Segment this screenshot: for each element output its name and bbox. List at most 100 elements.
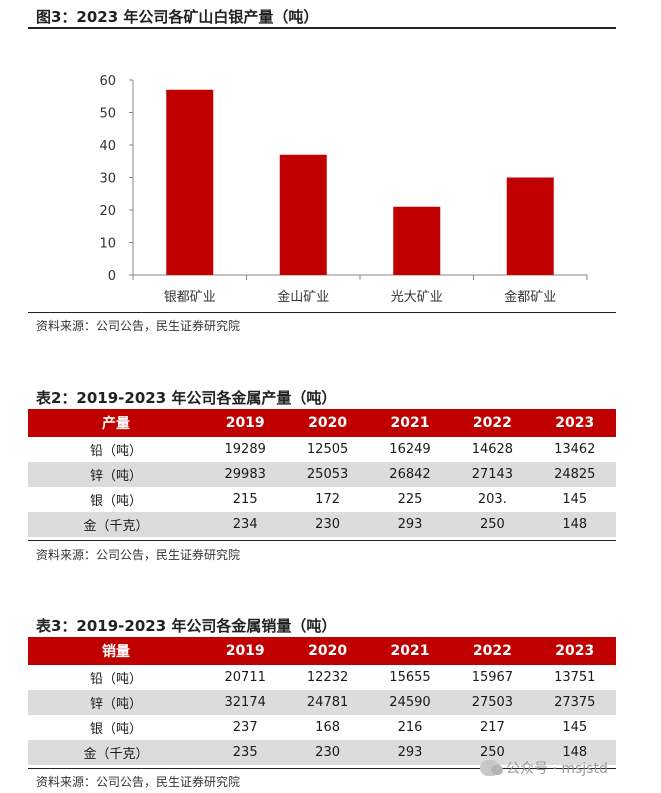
value-cell: 293 <box>368 740 452 765</box>
watermark-text: 公众号 · msjstd <box>506 761 608 777</box>
value-cell: 168 <box>315 720 340 735</box>
table-row: 锌（吨） 32174 24781 24590 27503 27375 <box>28 690 616 715</box>
x-tick-label: 光大矿业 <box>391 290 443 305</box>
bar <box>506 177 554 275</box>
value-cell: 148 <box>533 512 616 537</box>
row-label-cell: 铅（吨） <box>89 672 142 687</box>
value-cell: 20711 <box>224 670 266 685</box>
x-tick-label: 金山矿业 <box>277 289 329 305</box>
y-tick-label: 20 <box>99 204 116 219</box>
row-label-cell: 金（千克） <box>28 512 204 537</box>
x-tick-label: 银都矿业 <box>164 290 216 305</box>
value-cell: 235 <box>204 740 287 765</box>
row-label-cell: 锌（吨） <box>28 690 204 715</box>
table-header-row: 销量 2019 2020 2021 2022 2023 <box>28 637 616 665</box>
table3-bottom-rule <box>28 768 616 769</box>
table-row: 金（千克） 235 230 293 250 148 <box>28 740 616 765</box>
value-cell: 27143 <box>451 462 534 487</box>
figure-source: 资料来源：公司公告，民生证券研究院 <box>36 319 241 333</box>
table-row: 铅（吨） 19289 12505 16249 14628 13462 <box>28 437 616 462</box>
value-cell: 32174 <box>204 690 287 715</box>
bar <box>279 154 327 275</box>
value-cell: 15655 <box>389 670 431 685</box>
table2-title: 表2：2019-2023 年公司各金属产量（吨） <box>36 389 337 407</box>
table-header-year: 2020 <box>286 637 369 665</box>
table-header-year: 2020 <box>286 409 369 437</box>
table-header-row: 产量 2019 2020 2021 2022 2023 <box>28 409 616 437</box>
figure-title: 图3：2023 年公司各矿山白银产量（吨） <box>36 8 319 26</box>
figure-top-rule <box>28 27 616 29</box>
table-row: 银（吨） 215 172 225 203. 145 <box>28 487 616 512</box>
table3-source: 资料来源：公司公告，民生证券研究院 <box>36 775 241 789</box>
value-cell: 293 <box>368 512 452 537</box>
value-cell: 230 <box>286 740 369 765</box>
table-row: 银（吨） 237 168 216 217 145 <box>28 715 616 740</box>
table-header-year: 2023 <box>533 409 616 437</box>
table-header-year: 2021 <box>368 409 452 437</box>
row-label-cell: 铅（吨） <box>89 444 142 459</box>
value-cell: 13462 <box>554 442 596 457</box>
table-header-label: 产量 <box>28 409 204 437</box>
value-cell: 27503 <box>451 690 534 715</box>
value-cell: 216 <box>397 720 423 735</box>
sales-table: 销量 2019 2020 2021 2022 2023 铅（吨） 20711 12232 156… <box>28 637 616 765</box>
table-header-year: 2019 <box>204 409 287 437</box>
value-cell: 24825 <box>533 462 616 487</box>
value-cell: 12232 <box>306 670 349 685</box>
value-cell: 19289 <box>224 442 266 457</box>
value-cell: 225 <box>397 492 423 507</box>
value-cell: 203. <box>477 492 507 507</box>
value-cell: 234 <box>204 512 287 537</box>
bar-chart: 0 10 20 30 40 50 60 银都矿业 金山矿业 光大矿业 金都矿业 <box>99 74 588 305</box>
value-cell: 148 <box>533 740 616 765</box>
value-cell: 237 <box>232 720 258 735</box>
value-cell: 25053 <box>286 462 369 487</box>
value-cell: 16249 <box>389 442 431 457</box>
watermark: 公众号 · msjstd <box>480 758 608 778</box>
bar <box>166 89 214 275</box>
table-header-year: 2022 <box>451 637 534 665</box>
value-cell: 217 <box>479 720 505 735</box>
table-header-year: 2021 <box>368 637 452 665</box>
table-row: 金（千克） 234 230 293 250 148 <box>28 512 616 537</box>
row-label-cell: 银（吨） <box>89 494 142 509</box>
production-table: 产量 2019 2020 2021 2022 2023 铅（吨） 19289 12505 162… <box>28 409 616 537</box>
table-header-year: 2019 <box>204 637 287 665</box>
table2-source: 资料来源：公司公告，民生证券研究院 <box>36 548 241 562</box>
y-tick-label: 40 <box>99 139 116 154</box>
value-cell: 12505 <box>306 442 349 457</box>
y-tick-label: 60 <box>99 74 116 89</box>
y-tick-label: 50 <box>99 107 116 122</box>
value-cell: 13751 <box>554 670 596 685</box>
value-cell: 172 <box>315 492 340 507</box>
value-cell: 29983 <box>204 462 287 487</box>
y-tick-label: 10 <box>99 237 116 252</box>
wechat-icon <box>480 760 503 776</box>
table-header-year: 2022 <box>451 409 534 437</box>
bar <box>393 206 441 275</box>
value-cell: 215 <box>232 492 258 507</box>
table2-bottom-rule <box>28 540 616 541</box>
value-cell: 14628 <box>471 442 514 457</box>
figure-bottom-rule <box>28 312 616 313</box>
y-tick-label: 30 <box>99 172 116 187</box>
table-header-label: 销量 <box>28 637 204 665</box>
table-row: 锌（吨） 29983 25053 26842 27143 24825 <box>28 462 616 487</box>
value-cell: 145 <box>562 492 588 507</box>
value-cell: 24781 <box>286 690 369 715</box>
row-label-cell: 锌（吨） <box>28 462 204 487</box>
value-cell: 27375 <box>533 690 616 715</box>
table-header-year: 2023 <box>533 637 616 665</box>
value-cell: 24590 <box>368 690 452 715</box>
value-cell: 230 <box>286 512 369 537</box>
value-cell: 26842 <box>368 462 452 487</box>
value-cell: 15967 <box>471 670 514 685</box>
x-tick-label: 金都矿业 <box>504 289 556 305</box>
y-tick-label: 0 <box>108 269 116 284</box>
value-cell: 250 <box>451 512 534 537</box>
row-label-cell: 金（千克） <box>28 740 204 765</box>
row-label-cell: 银（吨） <box>89 722 142 737</box>
table-row: 铅（吨） 20711 12232 15655 15967 13751 <box>28 665 616 690</box>
value-cell: 145 <box>562 720 588 735</box>
table3-title: 表3：2019-2023 年公司各金属销量（吨） <box>36 617 337 635</box>
